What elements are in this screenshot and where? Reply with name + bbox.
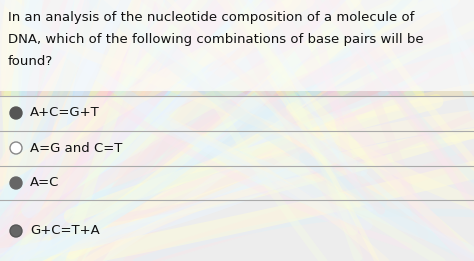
Text: In an analysis of the nucleotide composition of a molecule of: In an analysis of the nucleotide composi… — [8, 11, 414, 24]
Text: DNA, which of the following combinations of base pairs will be: DNA, which of the following combinations… — [8, 33, 424, 46]
Text: A+C=G+T: A+C=G+T — [30, 106, 100, 120]
FancyBboxPatch shape — [0, 201, 474, 261]
Circle shape — [10, 142, 22, 154]
Text: G+C=T+A: G+C=T+A — [30, 224, 100, 238]
Circle shape — [10, 225, 22, 237]
Circle shape — [10, 107, 22, 119]
Circle shape — [10, 177, 22, 189]
FancyBboxPatch shape — [0, 131, 474, 166]
Text: A=C: A=C — [30, 176, 59, 189]
Text: found?: found? — [8, 55, 53, 68]
Text: A=G and C=T: A=G and C=T — [30, 141, 122, 155]
FancyBboxPatch shape — [0, 166, 474, 200]
FancyBboxPatch shape — [0, 0, 474, 91]
FancyBboxPatch shape — [0, 96, 474, 131]
